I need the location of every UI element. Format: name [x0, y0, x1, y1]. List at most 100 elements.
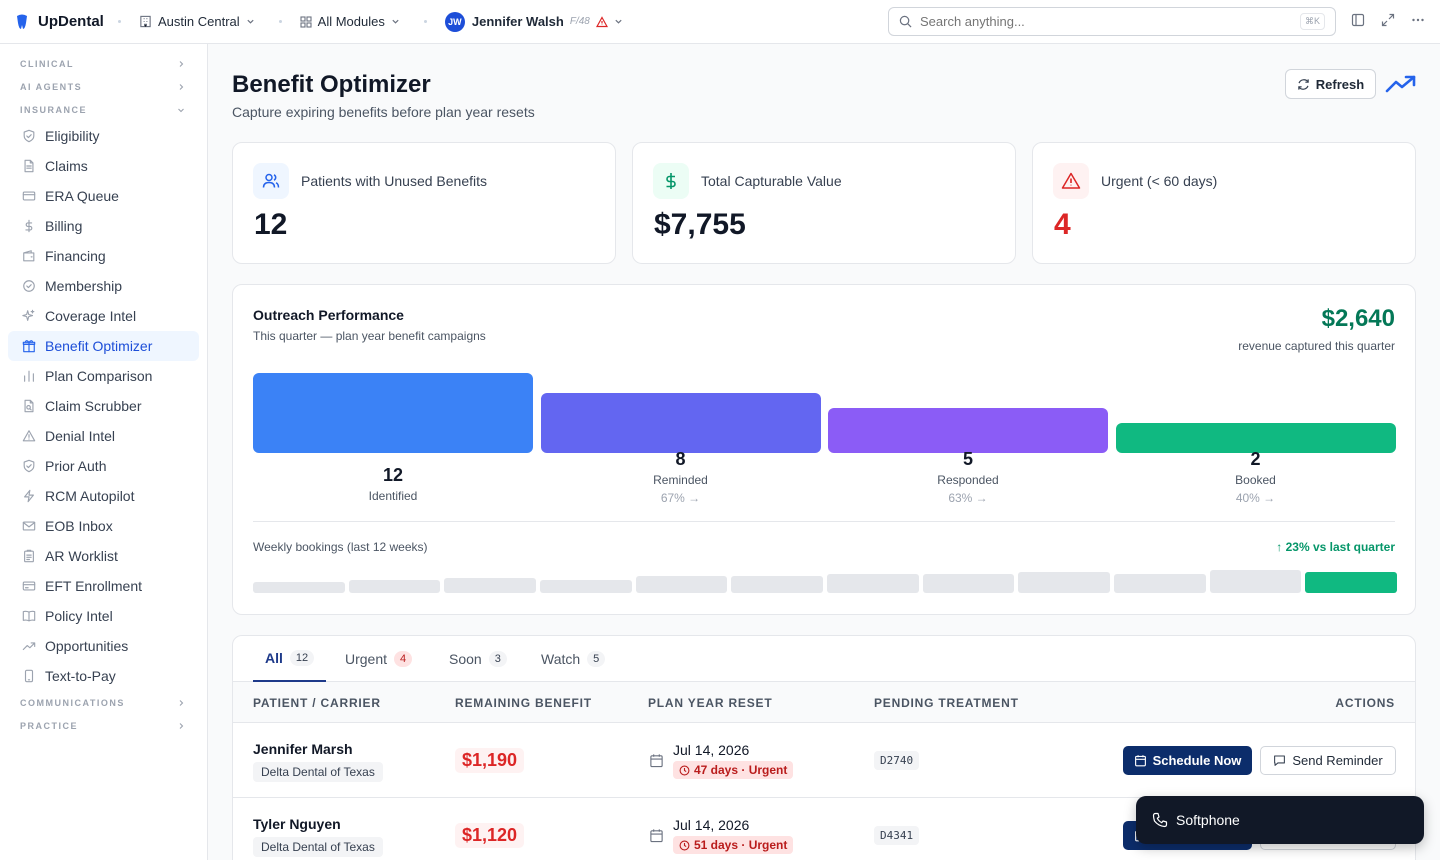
sidebar-item-claim-scrubber[interactable]: Claim Scrubber [8, 391, 199, 421]
softphone-label: Softphone [1176, 812, 1240, 828]
main-content: Benefit Optimizer Capture expiring benef… [208, 44, 1440, 860]
sidebar-item-label: Eligibility [45, 128, 100, 144]
sidebar-item-text-to-pay[interactable]: Text-to-Pay [8, 661, 199, 691]
section-clinical[interactable]: CLINICAL [0, 52, 207, 75]
weekly-bookings-label: Weekly bookings (last 12 weeks) [253, 540, 428, 554]
sidebar-item-eligibility[interactable]: Eligibility [8, 121, 199, 151]
sidebar-item-financing[interactable]: Financing [8, 241, 199, 271]
search-box[interactable]: ⌘K [888, 7, 1336, 36]
sidebar-item-label: Plan Comparison [45, 368, 153, 384]
expand-icon[interactable] [1380, 12, 1396, 28]
top-bar: UpDental Austin Central All Modules JW J… [0, 0, 1440, 44]
sidebar-item-benefit-optimizer[interactable]: Benefit Optimizer [8, 331, 199, 361]
stat-card-capturable: Total Capturable Value $7,755 [632, 142, 1016, 264]
section-insurance[interactable]: INSURANCE [0, 98, 207, 121]
divider [253, 521, 1395, 522]
sidebar-item-policy-intel[interactable]: Policy Intel [8, 601, 199, 631]
stat-label: Patients with Unused Benefits [301, 173, 487, 189]
sidebar-item-eob-inbox[interactable]: EOB Inbox [8, 511, 199, 541]
sidebar-item-rcm-autopilot[interactable]: RCM Autopilot [8, 481, 199, 511]
stat-icon-box [253, 163, 289, 199]
file-text-icon [24, 159, 34, 173]
patient-name[interactable]: Jennifer Marsh [253, 741, 353, 757]
zap-icon [24, 489, 34, 503]
funnel-count: 2 [1250, 449, 1261, 469]
weekly-bar [1209, 570, 1302, 593]
brand[interactable]: UpDental [0, 13, 110, 30]
wallet-icon [23, 250, 35, 262]
sidebar-item-claims[interactable]: Claims [8, 151, 199, 181]
sidebar-item-denial-intel[interactable]: Denial Intel [8, 421, 199, 451]
weekly-trend: ↑ 23% vs last quarter [1276, 540, 1395, 554]
chevron-down-icon [178, 108, 184, 112]
refresh-button[interactable]: Refresh [1285, 69, 1376, 99]
sidebar-item-label: ERA Queue [45, 188, 119, 204]
modules-selector[interactable]: All Modules [290, 8, 416, 36]
sidebar-item-coverage-intel[interactable]: Coverage Intel [8, 301, 199, 331]
separator-dot [118, 20, 121, 23]
separator-dot [278, 20, 282, 23]
sidebar-item-label: Denial Intel [45, 428, 116, 444]
schedule-now-button[interactable]: Schedule Now [1123, 746, 1252, 775]
sidebar-item-label: Claims [45, 158, 88, 174]
stat-value: 4 [1054, 208, 1071, 241]
column-header: REMAINING BENEFIT [455, 696, 592, 710]
sidebar-item-plan-comparison[interactable]: Plan Comparison [8, 361, 199, 391]
location-selector[interactable]: Austin Central [129, 8, 271, 36]
section-label: PRACTICE [20, 720, 79, 731]
section-label: AI AGENTS [20, 81, 83, 92]
sidebar-item-label: Benefit Optimizer [45, 338, 153, 354]
section-communications[interactable]: COMMUNICATIONS [0, 691, 207, 714]
patient-name[interactable]: Tyler Nguyen [253, 816, 341, 832]
outreach-subtitle: This quarter — plan year benefit campaig… [253, 329, 486, 343]
send-reminder-button[interactable]: Send Reminder [1260, 746, 1396, 775]
patient-selector[interactable]: JW Jennifer Walsh F/48 [435, 8, 639, 36]
sidebar-item-eft-enrollment[interactable]: EFT Enrollment [8, 571, 199, 601]
tab-all[interactable]: All 12 [253, 636, 327, 682]
column-header: PATIENT / CARRIER [253, 696, 381, 710]
sidebar-item-membership[interactable]: Membership [8, 271, 199, 301]
softphone-widget[interactable]: Softphone [1136, 796, 1424, 844]
weekly-bar [827, 574, 919, 593]
urgency-text: 51 days · Urgent [694, 838, 788, 852]
bar-chart-icon [24, 370, 34, 382]
sidebar-item-label: Membership [45, 278, 123, 294]
more-icon[interactable] [1410, 12, 1426, 28]
weekly-bar [540, 580, 632, 593]
sidebar-item-prior-auth[interactable]: Prior Auth [8, 451, 199, 481]
separator-dot [423, 20, 427, 23]
trending-up-icon [22, 642, 36, 651]
sidebar-item-label: Text-to-Pay [45, 668, 116, 684]
sidebar-toggle-icon[interactable] [1350, 12, 1366, 28]
button-label: Send Reminder [1292, 753, 1383, 768]
sidebar-item-label: Coverage Intel [45, 308, 137, 324]
calendar-icon [1134, 755, 1146, 767]
search-input[interactable] [920, 14, 1300, 29]
funnel-count: 5 [962, 449, 973, 469]
funnel-bar [253, 373, 533, 453]
calendar-icon [650, 754, 663, 768]
tab-soon[interactable]: Soon 3 [449, 636, 507, 682]
page-subtitle: Capture expiring benefits before plan ye… [232, 104, 535, 120]
column-header: ACTIONS [1335, 696, 1395, 710]
tab-count: 4 [394, 651, 413, 667]
sidebar-item-ar-worklist[interactable]: AR Worklist [8, 541, 199, 571]
weekly-bar [731, 576, 823, 593]
credit-card-icon [22, 191, 36, 201]
funnel-label: Identified [368, 489, 418, 503]
carrier-badge: Delta Dental of Texas [253, 837, 383, 857]
procedure-code: D2740 [874, 751, 920, 770]
section-ai-agents[interactable]: AI AGENTS [0, 75, 207, 98]
tooth-logo-icon [17, 14, 27, 29]
weekly-bar [1018, 572, 1110, 593]
tab-urgent[interactable]: Urgent 4 [345, 636, 413, 682]
plan-reset-date: Jul 14, 2026 [673, 817, 750, 833]
sidebar-item-opportunities[interactable]: Opportunities [8, 631, 199, 661]
weekly-bar [444, 578, 536, 593]
refresh-icon [1298, 78, 1309, 90]
gift-icon [22, 340, 36, 353]
tab-watch[interactable]: Watch 5 [541, 636, 606, 682]
sidebar-item-era-queue[interactable]: ERA Queue [8, 181, 199, 211]
section-practice[interactable]: PRACTICE [0, 714, 207, 737]
sidebar-item-billing[interactable]: Billing [8, 211, 199, 241]
